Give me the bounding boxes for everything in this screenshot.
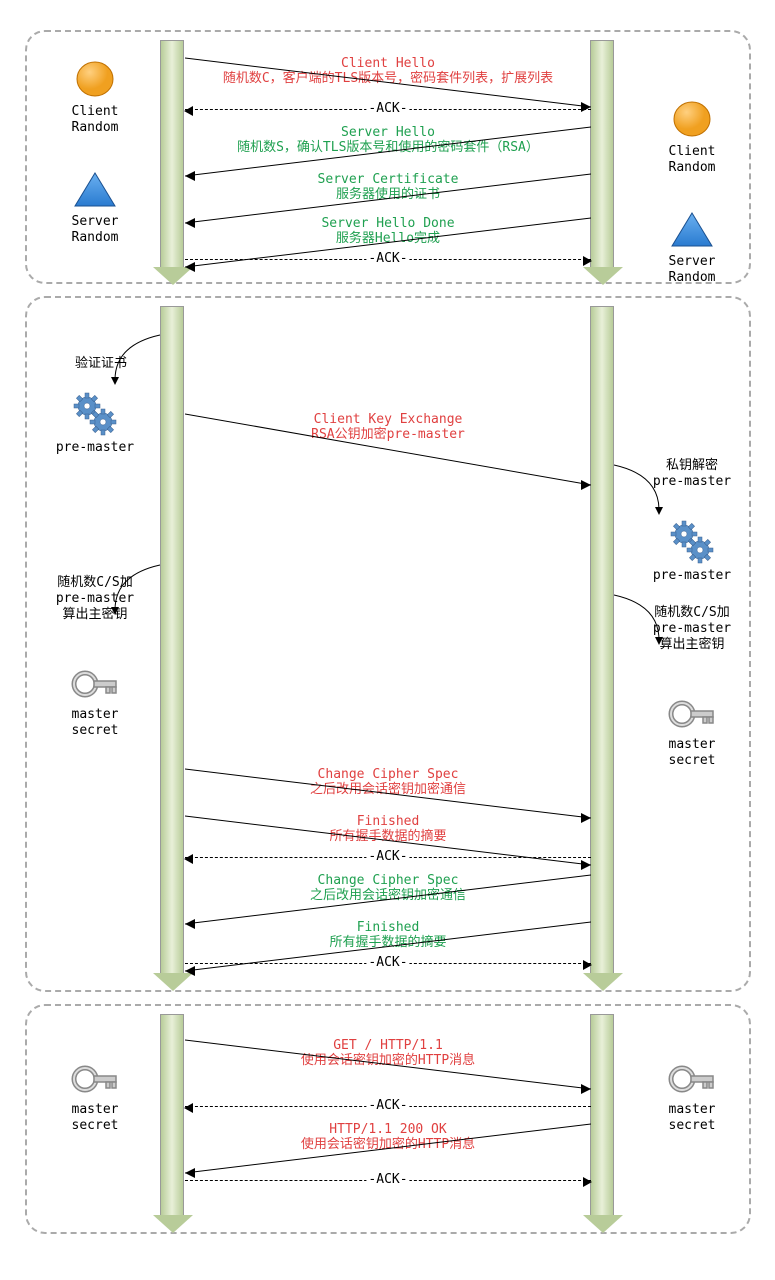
ack-label: -ACK- — [366, 1098, 409, 1113]
message: Finished所有握手数据的摘要 — [185, 814, 591, 844]
message: Change Cipher Spec之后改用会话密钥加密通信 — [185, 767, 591, 797]
ack-arrow: -ACK- — [185, 1180, 591, 1181]
circle-actor: ClientRandom — [45, 58, 145, 136]
message-title: Finished — [185, 814, 591, 829]
message-title: HTTP/1.1 200 OK — [185, 1122, 591, 1137]
key-actor: mastersecret — [642, 695, 742, 769]
key-actor: mastersecret — [45, 665, 145, 739]
message: Server Hello随机数S，确认TLS版本号和使用的密码套件（RSA） — [185, 125, 591, 155]
key-actor: mastersecret — [642, 1060, 742, 1134]
ack-label: -ACK- — [366, 251, 409, 266]
ack-arrow: -ACK- — [185, 963, 591, 964]
ack-label: -ACK- — [366, 1172, 409, 1187]
message: Server Hello Done服务器Hello完成 — [185, 216, 591, 246]
ack-label: -ACK- — [366, 955, 409, 970]
message-desc: 所有握手数据的摘要 — [185, 829, 591, 844]
curve-label: 验证证书 — [75, 352, 127, 371]
message-desc: 之后改用会话密钥加密通信 — [185, 888, 591, 903]
message-desc: 随机数C，客户端的TLS版本号，密码套件列表，扩展列表 — [185, 71, 591, 86]
ack-label: -ACK- — [366, 849, 409, 864]
ack-arrow: -ACK- — [185, 259, 591, 260]
message-title: Change Cipher Spec — [185, 767, 591, 782]
message-desc: 使用会话密钥加密的HTTP消息 — [185, 1137, 591, 1152]
ack-arrow: -ACK- — [185, 1106, 591, 1107]
triangle-actor: ServerRandom — [45, 170, 145, 246]
message: Change Cipher Spec之后改用会话密钥加密通信 — [185, 873, 591, 903]
ack-arrow: -ACK- — [185, 857, 591, 858]
message: GET / HTTP/1.1使用会话密钥加密的HTTP消息 — [185, 1038, 591, 1068]
message-desc: 所有握手数据的摘要 — [185, 935, 591, 950]
message-desc: RSA公钥加密pre-master — [185, 427, 591, 442]
message-desc: 服务器Hello完成 — [185, 231, 591, 246]
message: Server Certificate服务器使用的证书 — [185, 172, 591, 202]
triangle-actor: ServerRandom — [642, 210, 742, 286]
message: Client Key ExchangeRSA公钥加密pre-master — [185, 412, 591, 442]
message-desc: 随机数S，确认TLS版本号和使用的密码套件（RSA） — [185, 140, 591, 155]
message-title: Server Hello — [185, 125, 591, 140]
ack-label: -ACK- — [366, 101, 409, 116]
circle-actor: ClientRandom — [642, 98, 742, 176]
gears-actor: pre-master — [45, 392, 145, 456]
message-title: Client Hello — [185, 56, 591, 71]
message-desc: 之后改用会话密钥加密通信 — [185, 782, 591, 797]
message-title: Server Hello Done — [185, 216, 591, 231]
message: Finished所有握手数据的摘要 — [185, 920, 591, 950]
message: HTTP/1.1 200 OK使用会话密钥加密的HTTP消息 — [185, 1122, 591, 1152]
message-title: Server Certificate — [185, 172, 591, 187]
message-desc: 使用会话密钥加密的HTTP消息 — [185, 1053, 591, 1068]
message-title: Client Key Exchange — [185, 412, 591, 427]
message-title: Finished — [185, 920, 591, 935]
message-title: GET / HTTP/1.1 — [185, 1038, 591, 1053]
message-title: Change Cipher Spec — [185, 873, 591, 888]
message-desc: 服务器使用的证书 — [185, 187, 591, 202]
message: Client Hello随机数C，客户端的TLS版本号，密码套件列表，扩展列表 — [185, 56, 591, 86]
ack-arrow: -ACK- — [185, 109, 591, 110]
key-actor: mastersecret — [45, 1060, 145, 1134]
